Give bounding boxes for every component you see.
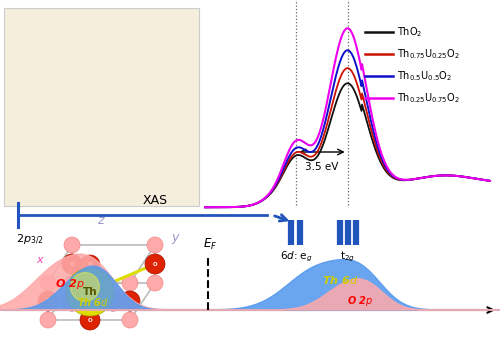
Circle shape	[122, 312, 138, 328]
Circle shape	[70, 273, 100, 301]
Text: O: O	[70, 298, 74, 303]
Circle shape	[62, 291, 82, 311]
Text: O: O	[128, 298, 132, 303]
Circle shape	[120, 291, 140, 311]
Text: z: z	[97, 214, 103, 227]
Circle shape	[64, 237, 80, 253]
Text: Th: Th	[82, 287, 98, 297]
Text: O: O	[70, 262, 74, 267]
Text: x: x	[36, 255, 44, 265]
Text: t$_{2g}$: t$_{2g}$	[340, 250, 355, 264]
Text: O 2$p$: O 2$p$	[55, 277, 85, 291]
Circle shape	[80, 255, 100, 275]
Text: ThO$_2$: ThO$_2$	[397, 25, 422, 39]
Text: y: y	[172, 230, 178, 244]
Circle shape	[122, 275, 138, 291]
Text: O: O	[88, 318, 92, 322]
Circle shape	[62, 254, 82, 274]
Text: $E_F$: $E_F$	[203, 237, 217, 252]
Text: O: O	[46, 298, 51, 303]
Text: 2$p_{3/2}$: 2$p_{3/2}$	[16, 233, 44, 247]
Text: 6$d$: e$_g$: 6$d$: e$_g$	[280, 250, 312, 264]
Circle shape	[147, 237, 163, 253]
Circle shape	[147, 275, 163, 291]
Text: Th$_{0.25}$U$_{0.75}$O$_2$: Th$_{0.25}$U$_{0.75}$O$_2$	[397, 91, 460, 105]
FancyBboxPatch shape	[4, 8, 199, 206]
Text: Th 6$d$: Th 6$d$	[322, 274, 358, 286]
Text: O 2$p$: O 2$p$	[347, 294, 373, 308]
Text: O: O	[88, 263, 92, 268]
Text: 3.5 eV: 3.5 eV	[305, 162, 338, 172]
Text: O: O	[152, 262, 158, 267]
Circle shape	[40, 312, 56, 328]
Circle shape	[66, 268, 114, 316]
Text: XAS: XAS	[142, 194, 168, 207]
Circle shape	[64, 275, 80, 291]
Circle shape	[38, 291, 58, 311]
Circle shape	[145, 254, 165, 274]
Circle shape	[80, 310, 100, 330]
Circle shape	[103, 291, 123, 311]
Text: Th$_{0.75}$U$_{0.25}$O$_2$: Th$_{0.75}$U$_{0.25}$O$_2$	[397, 47, 460, 61]
Text: Th 6$d$: Th 6$d$	[77, 296, 109, 308]
Text: Th$_{0.5}$U$_{0.5}$O$_2$: Th$_{0.5}$U$_{0.5}$O$_2$	[397, 69, 452, 83]
Circle shape	[40, 275, 56, 291]
Text: O: O	[110, 298, 116, 303]
